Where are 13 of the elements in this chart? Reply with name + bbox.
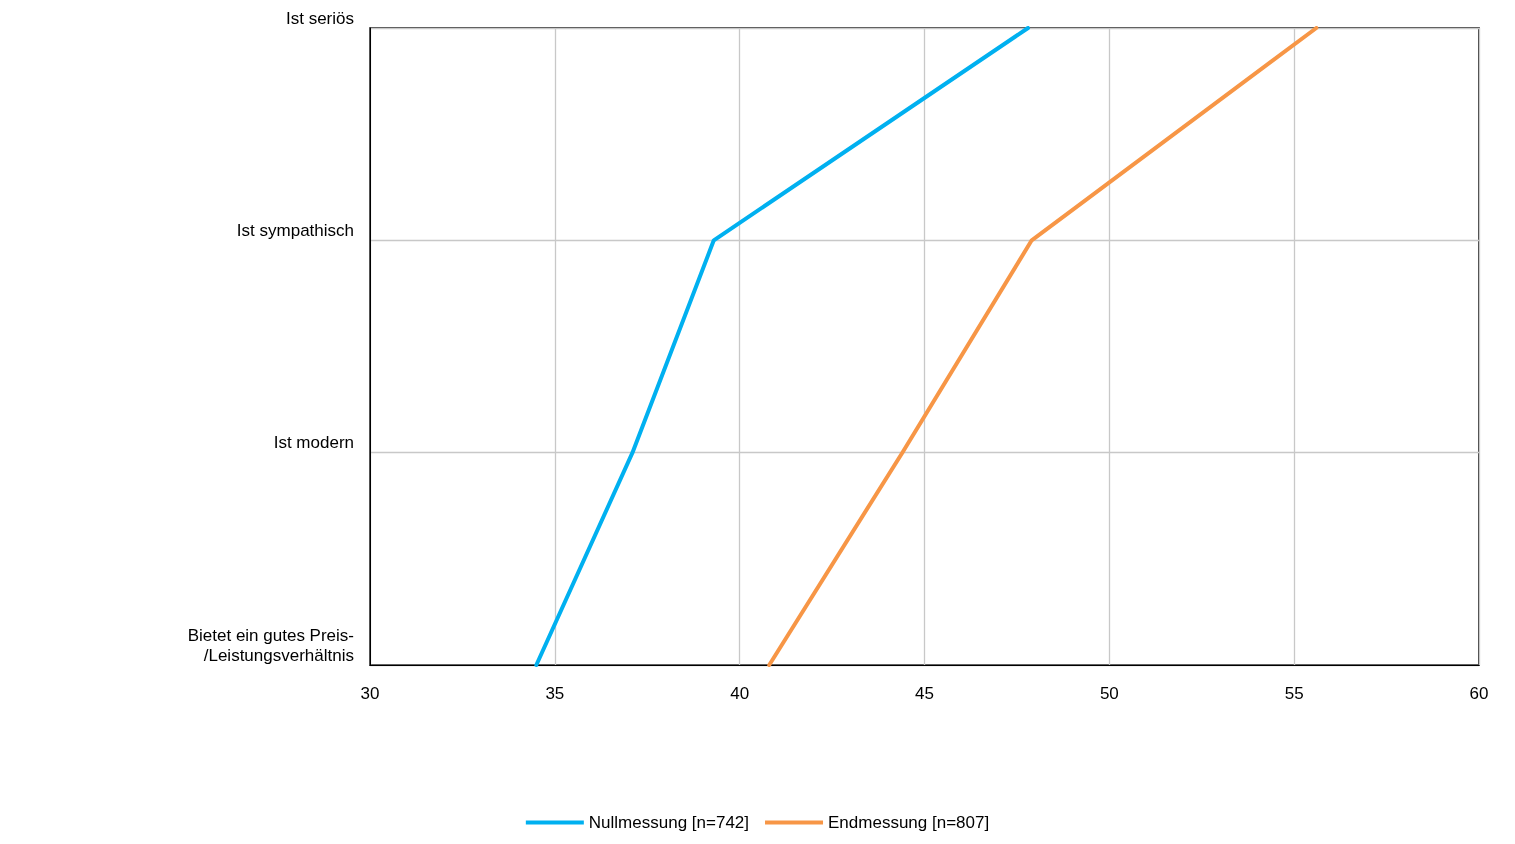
x-tick-label: 60 bbox=[1469, 684, 1489, 703]
x-tick-label: 55 bbox=[1284, 684, 1304, 703]
y-tick-label: Bietet ein gutes Preis- /Leistungsverhältnis bbox=[187, 625, 354, 665]
x-tick-label: 40 bbox=[730, 684, 750, 703]
legend-label: Endmessung [n=807] bbox=[828, 813, 990, 832]
legend-label: Nullmessung [n=742] bbox=[588, 813, 750, 832]
x-tick-label: 35 bbox=[545, 684, 565, 703]
x-tick-label: 30 bbox=[360, 684, 380, 703]
y-tick-label: Ist sympathisch bbox=[236, 220, 354, 240]
y-tick-label: Ist modern bbox=[273, 433, 354, 453]
y-tick-label: Ist seriös bbox=[285, 8, 354, 28]
x-tick-label: 50 bbox=[1099, 684, 1119, 703]
x-tick-label: 45 bbox=[915, 684, 934, 703]
